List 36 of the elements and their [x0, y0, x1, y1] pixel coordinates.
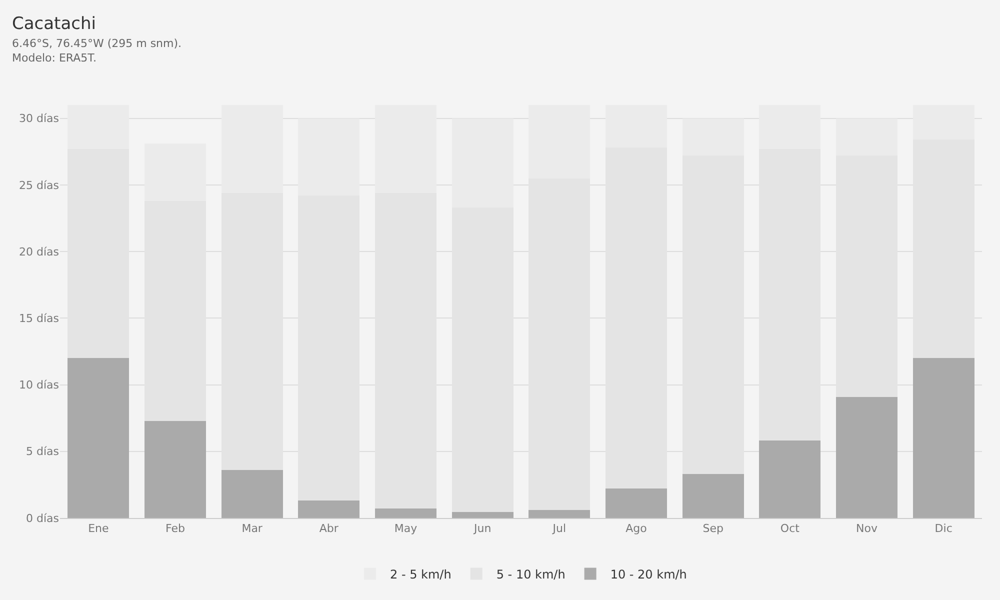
legend-label: 5 - 10 km/h [496, 567, 566, 582]
x-tick-label: Feb [166, 522, 185, 536]
x-tick-label: Oct [780, 522, 800, 536]
bar [375, 508, 436, 518]
y-tick-label: 10 días [18, 378, 60, 392]
bar [221, 470, 283, 518]
y-tick-label: 15 días [18, 312, 60, 326]
legend-label: 2 - 5 km/h [390, 567, 452, 582]
y-tick-label: 20 días [18, 245, 60, 258]
bar [528, 510, 590, 518]
bar [682, 474, 744, 518]
bar [68, 358, 130, 518]
x-tick-label: Ene [88, 522, 109, 536]
bar [452, 512, 514, 518]
x-tick-label: May [394, 522, 418, 536]
x-tick-label: Nov [856, 522, 878, 536]
x-tick-label: Mar [242, 522, 263, 536]
x-tick-label: Jul [552, 522, 566, 536]
chart-title: Cacatachi [12, 14, 96, 34]
bar [298, 500, 360, 518]
x-tick-label: Abr [319, 522, 339, 536]
legend-label: 10 - 20 km/h [610, 567, 687, 582]
y-tick-label: 30 días [18, 112, 60, 126]
bar [606, 488, 667, 518]
y-tick-label: 0 días [26, 512, 60, 525]
bar [759, 440, 821, 518]
x-tick-label: Dic [934, 522, 952, 536]
bar [912, 358, 974, 518]
chart-subtitle: 6.46°S, 76.45°W (295 m snm). Modelo: ERA5T. [12, 37, 182, 64]
y-tick-label: 25 días [18, 178, 60, 192]
x-tick-label: Sep [702, 522, 724, 536]
x-tick-label: Ago [626, 522, 648, 536]
bar [836, 396, 898, 518]
y-tick-label: 5 días [26, 445, 60, 458]
x-tick-label: Jun [472, 522, 492, 536]
bar [144, 420, 206, 518]
